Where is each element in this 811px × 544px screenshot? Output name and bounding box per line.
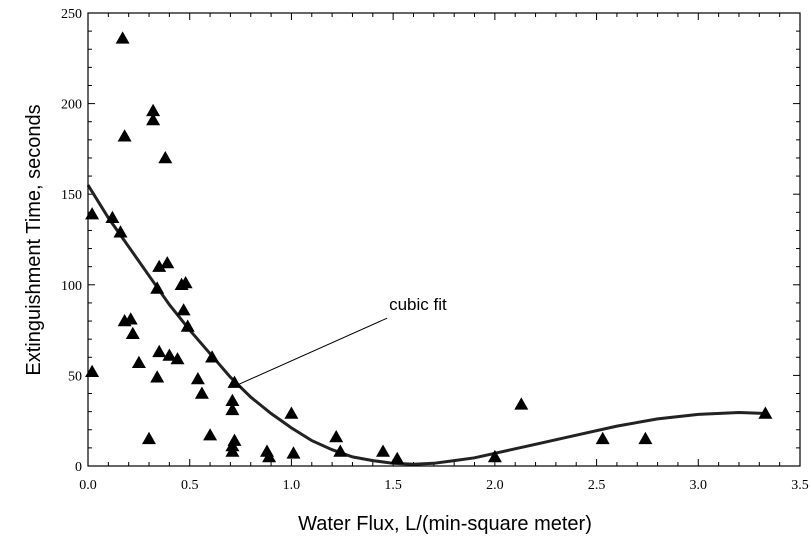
annotation-arrow (238, 318, 387, 384)
x-tick-label: 2.5 (588, 478, 606, 493)
y-axis-title: Extinguishment Time, seconds (23, 104, 45, 375)
x-tick-label: 0.0 (79, 478, 97, 493)
data-point-triangle (284, 407, 298, 419)
x-tick-label: 3.5 (791, 478, 809, 493)
y-tick-labels: 0 50 100 150 200 250 (61, 7, 82, 475)
data-point-triangle (287, 446, 301, 458)
data-point-triangle (118, 129, 132, 141)
annotation-label: cubic fit (389, 295, 447, 314)
annotations: cubic fit (238, 295, 447, 384)
data-point-triangle (142, 432, 156, 444)
data-point-triangle (132, 356, 146, 368)
data-point-triangle (85, 365, 99, 377)
plot-frame (88, 13, 800, 466)
data-point-triangle (126, 327, 140, 339)
x-tick-label: 0.5 (181, 478, 199, 493)
data-point-triangle (150, 281, 164, 293)
tick-marks (88, 13, 800, 466)
data-point-triangle (177, 303, 191, 315)
data-point-triangle (329, 430, 343, 442)
data-point-triangle (638, 432, 652, 444)
x-tick-label: 1.0 (283, 478, 301, 493)
y-tick-label: 200 (61, 98, 82, 113)
data-point-triangle (390, 452, 404, 464)
data-point-triangle (596, 432, 610, 444)
data-point-triangle (191, 372, 205, 384)
data-point-triangle (152, 345, 166, 357)
data-point-triangle (116, 31, 130, 43)
y-tick-label: 50 (68, 369, 82, 384)
x-tick-label: 1.5 (384, 478, 402, 493)
data-point-triangle (150, 370, 164, 382)
data-point-triangle (160, 256, 174, 268)
data-point-triangle (228, 434, 242, 446)
y-tick-label: 0 (75, 460, 82, 475)
data-points (85, 31, 772, 464)
data-point-triangle (203, 428, 217, 440)
y-tick-label: 100 (61, 279, 82, 294)
y-tick-label: 150 (61, 188, 82, 203)
x-axis-title: Water Flux, L/(min-square meter) (298, 513, 592, 535)
data-point-triangle (195, 387, 209, 399)
x-tick-label: 2.0 (486, 478, 504, 493)
data-point-triangle (85, 207, 99, 219)
data-point-triangle (514, 397, 528, 409)
x-tick-label: 3.0 (690, 478, 708, 493)
y-tick-label: 250 (61, 7, 82, 22)
data-point-triangle (158, 151, 172, 163)
x-tick-labels: 0.0 0.5 1.0 1.5 2.0 2.5 3.0 3.5 (79, 478, 809, 493)
data-point-triangle (376, 445, 390, 457)
